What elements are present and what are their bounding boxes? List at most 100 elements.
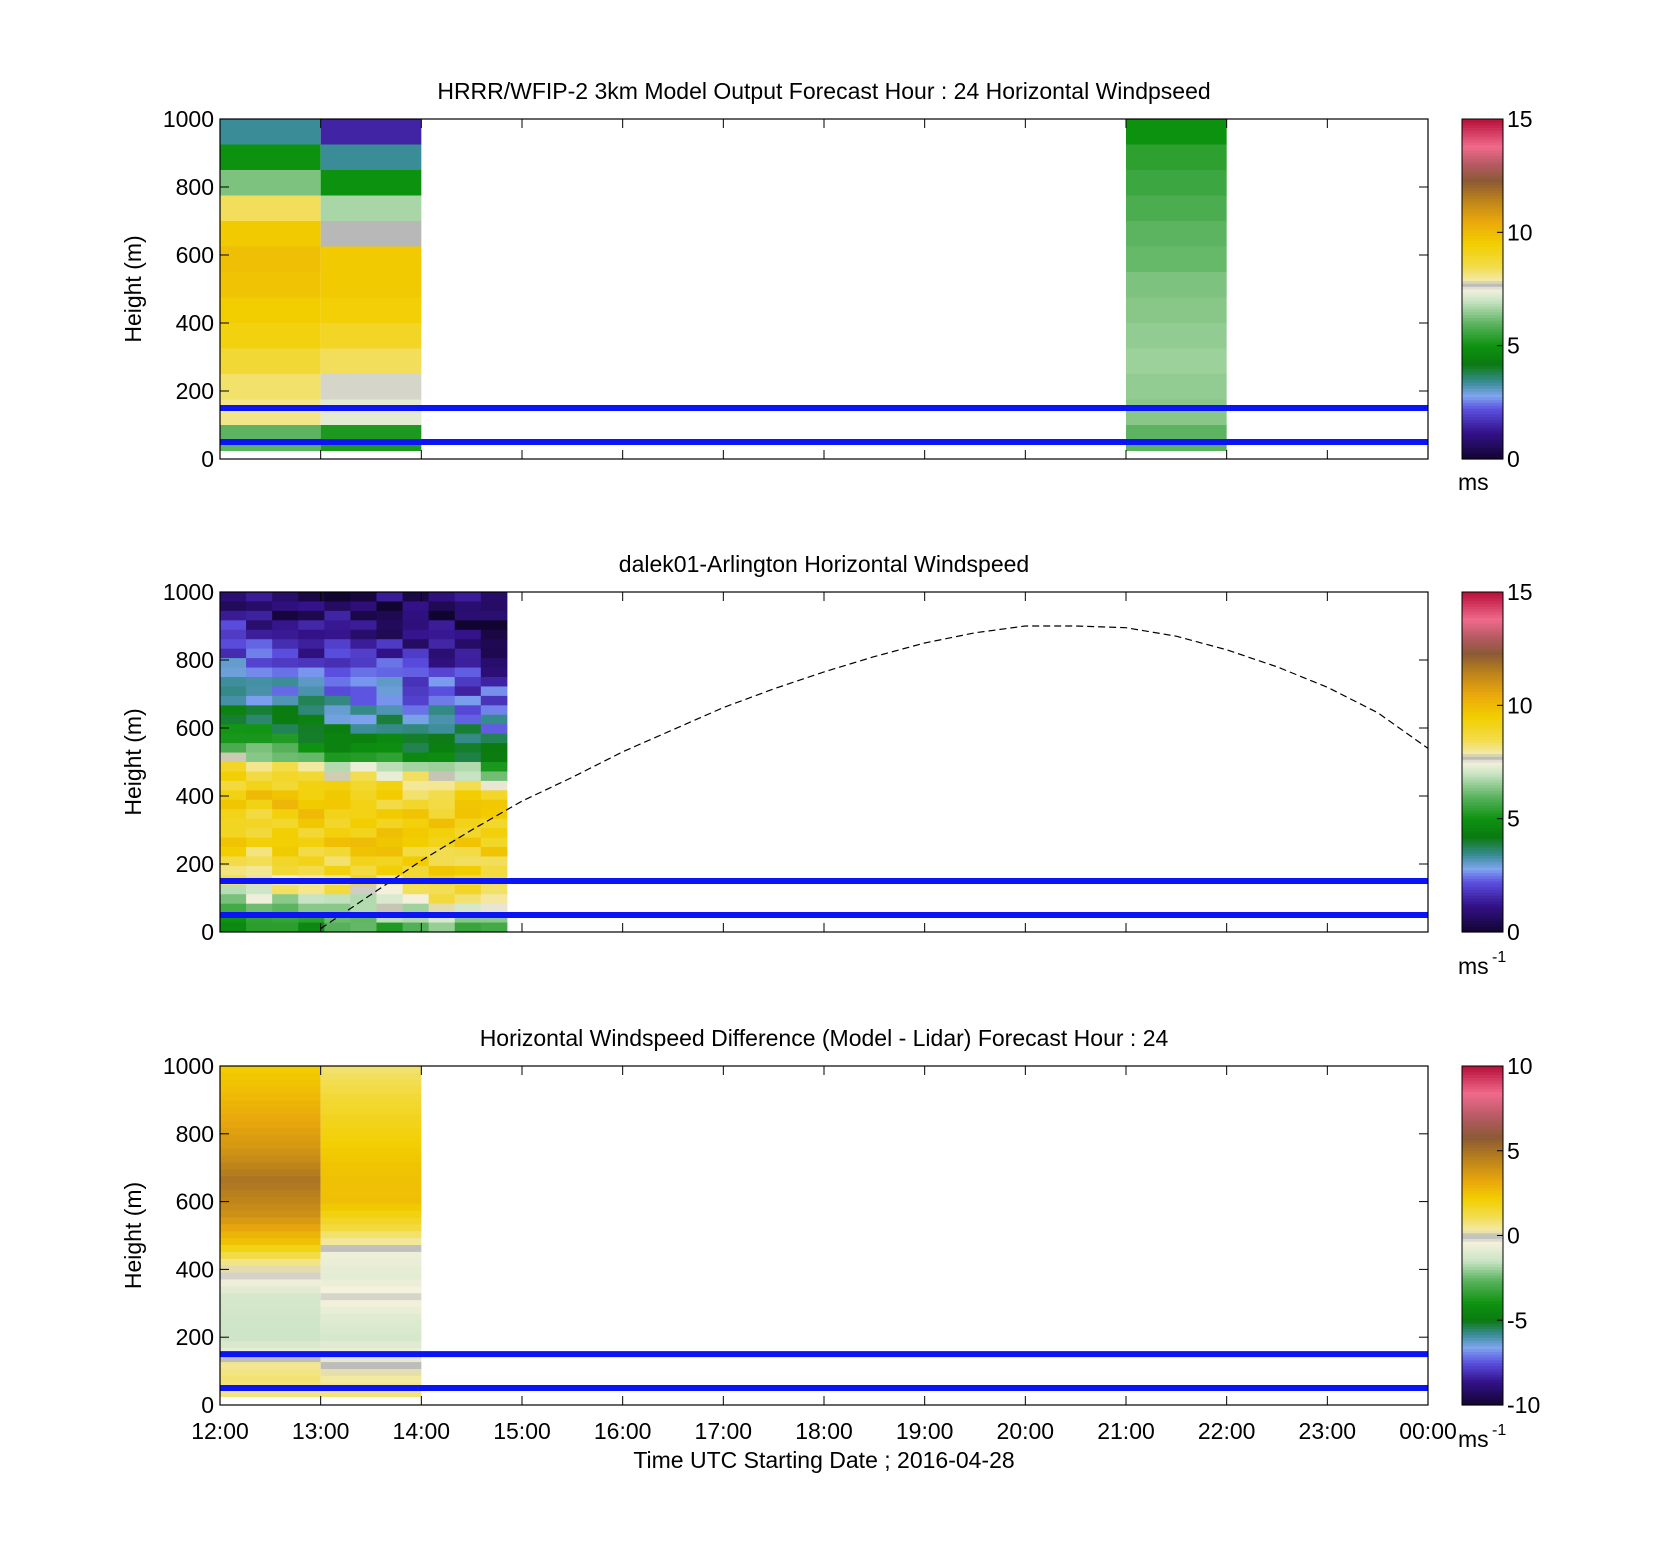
heatmap-cell xyxy=(350,856,377,867)
colorbar: -10 -5 0 5 10 ms -1 xyxy=(1458,1053,1540,1452)
y-tick-label: 0 xyxy=(201,1392,214,1418)
heatmap-cell xyxy=(480,762,508,772)
heatmap-cell xyxy=(402,724,430,735)
heatmap-cell xyxy=(376,809,404,820)
colorbar-segment xyxy=(1462,915,1503,919)
heatmap-cell xyxy=(320,1238,422,1246)
colorbar-segment xyxy=(1462,300,1503,304)
colorbar-segment xyxy=(1462,1249,1503,1254)
heatmap-cell xyxy=(402,733,430,744)
colorbar-segment xyxy=(1462,444,1503,449)
colorbar-segment xyxy=(1462,713,1503,718)
colorbar-segment xyxy=(1462,1156,1503,1160)
colorbar-segment xyxy=(1462,427,1503,432)
heatmap-cell xyxy=(454,828,482,839)
heatmap-cell xyxy=(376,799,404,810)
heatmap-cell xyxy=(298,809,325,820)
y-tick-label: 1000 xyxy=(163,579,214,605)
heatmap-cell xyxy=(220,1389,321,1398)
heatmap-cell xyxy=(220,221,321,247)
heatmap-cell xyxy=(320,1286,422,1294)
heatmap-cell xyxy=(320,1162,422,1170)
colorbar-segment xyxy=(1462,793,1503,797)
heatmap-cell xyxy=(480,601,508,612)
heatmap-cell xyxy=(428,743,456,754)
heatmap-cell xyxy=(376,601,404,612)
heatmap-cell xyxy=(220,1148,321,1157)
colorbar-segment xyxy=(1462,1345,1503,1350)
heatmap-cell xyxy=(350,847,377,857)
colorbar-segment xyxy=(1462,1164,1503,1169)
colorbar-segment xyxy=(1462,1136,1503,1141)
colorbar-segment xyxy=(1462,1179,1503,1183)
colorbar-segment xyxy=(1462,881,1503,885)
colorbar-segment xyxy=(1462,1303,1503,1307)
colorbar-segment xyxy=(1462,280,1503,284)
colorbar-segment xyxy=(1462,742,1503,746)
heatmap-cell xyxy=(220,1334,321,1342)
colorbar-segment xyxy=(1462,391,1503,395)
colorbar-segment xyxy=(1462,600,1503,604)
heatmap-cell xyxy=(220,1162,321,1170)
heatmap-cell xyxy=(324,733,351,744)
colorbar-segment xyxy=(1462,858,1503,862)
colorbar-segment xyxy=(1462,266,1503,270)
colorbar-unit: ms xyxy=(1458,1426,1489,1452)
heatmap-cell xyxy=(376,865,404,876)
colorbar-segment xyxy=(1462,1294,1503,1299)
heatmap-cell xyxy=(246,856,273,867)
colorbar-segment xyxy=(1462,1388,1503,1392)
heatmap-cell xyxy=(428,705,456,716)
colorbar-segment xyxy=(1462,1068,1503,1073)
colorbar-segment xyxy=(1462,399,1503,403)
colorbar-segment xyxy=(1462,1215,1503,1220)
heatmap-cell xyxy=(350,922,377,933)
heatmap-cell xyxy=(220,601,247,612)
colorbar-segment xyxy=(1462,878,1503,882)
heatmap-cell xyxy=(272,903,299,914)
heatmap-cell xyxy=(220,629,247,640)
heatmap-cell xyxy=(428,648,456,659)
heatmap-cell xyxy=(350,752,377,763)
colorbar-segment xyxy=(1462,1331,1503,1335)
heatmap-cell xyxy=(272,884,299,895)
colorbar-segment xyxy=(1462,1099,1503,1104)
heatmap-cell xyxy=(272,790,299,801)
heatmap-cell xyxy=(298,771,325,782)
colorbar-segment xyxy=(1462,886,1503,891)
colorbar-segment xyxy=(1462,334,1503,338)
heatmap-cell xyxy=(272,639,299,650)
heatmap-cell xyxy=(272,771,299,782)
y-tick-label: 800 xyxy=(176,1121,214,1147)
heatmap-cell xyxy=(376,714,404,725)
colorbar-segment xyxy=(1462,722,1503,726)
heatmap-cell xyxy=(454,884,482,895)
heatmap-cell xyxy=(376,592,404,602)
heatmap-cell xyxy=(480,648,508,659)
colorbar-segment xyxy=(1462,643,1503,647)
heatmap-cell xyxy=(324,714,351,725)
colorbar-segment xyxy=(1462,1082,1503,1087)
heatmap-cell xyxy=(298,790,325,801)
heatmap-cell xyxy=(428,620,456,631)
colorbar-segment xyxy=(1462,345,1503,350)
colorbar-segment xyxy=(1462,861,1503,865)
heatmap-cell xyxy=(376,620,404,631)
heatmap-cell xyxy=(350,724,377,735)
colorbar-segment xyxy=(1462,1402,1503,1406)
heatmap-cell xyxy=(320,1079,422,1088)
colorbar-segment xyxy=(1462,320,1503,324)
colorbar-segment xyxy=(1462,362,1503,367)
x-tick-label: 12:00 xyxy=(191,1418,249,1444)
heatmap-cell xyxy=(220,1107,321,1115)
colorbar-segment xyxy=(1462,141,1503,146)
heatmap-cell xyxy=(350,799,377,810)
heatmap-cell xyxy=(480,799,508,810)
colorbar-segment xyxy=(1462,784,1503,789)
heatmap-cell xyxy=(376,913,404,924)
colorbar-segment xyxy=(1462,1102,1503,1107)
heatmap-cell xyxy=(480,818,508,829)
colorbar-segment xyxy=(1462,153,1503,157)
heatmap-cell xyxy=(246,752,273,763)
x-tick-label: 00:00 xyxy=(1399,1418,1457,1444)
